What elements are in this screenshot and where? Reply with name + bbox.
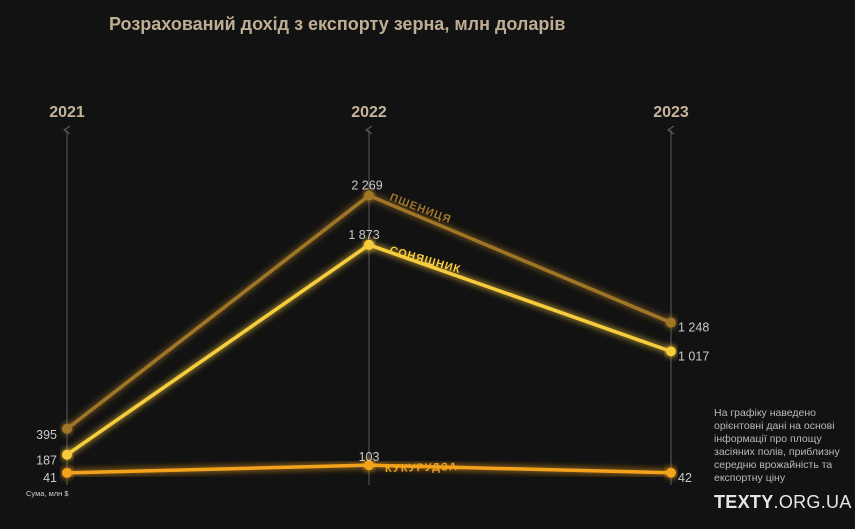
logo-rest: .ORG.UA xyxy=(773,492,852,512)
data-point-0-2 xyxy=(666,317,676,328)
value-label-1-2: 1 017 xyxy=(678,349,709,363)
year-axes: 2021 2022 2023 Сума, млн $ xyxy=(26,104,689,498)
axis-unit-label: Сума, млн $ xyxy=(26,489,69,498)
value-label-1-0: 187 xyxy=(36,454,57,468)
year-label-2023: 2023 xyxy=(653,104,689,121)
texty-logo[interactable]: TEXTY.ORG.UA xyxy=(714,492,852,513)
value-label-0-0: 395 xyxy=(36,428,57,442)
logo-bold: TEXTY xyxy=(714,492,774,512)
data-point-0-0 xyxy=(62,423,72,434)
data-point-1-2 xyxy=(666,346,676,357)
value-label-2-0: 41 xyxy=(43,471,57,485)
value-label-0-1: 2 269 xyxy=(351,179,382,193)
data-point-2-1 xyxy=(364,460,374,471)
year-label-2022: 2022 xyxy=(351,104,387,121)
data-point-2-2 xyxy=(666,467,676,478)
year-label-2021: 2021 xyxy=(49,104,85,121)
series-name-label-1: СОНЯШНИК xyxy=(388,244,462,276)
value-label-0-2: 1 248 xyxy=(678,321,709,335)
data-point-2-0 xyxy=(62,467,72,478)
value-label-2-2: 42 xyxy=(678,471,692,485)
series-layer xyxy=(62,190,676,478)
chart-title: Розрахований дохід з експорту зерна, млн… xyxy=(109,14,566,34)
data-point-1-0 xyxy=(62,449,72,460)
data-point-1-1 xyxy=(364,239,374,250)
methodology-note: На графіку наведено орієнтовні дані на о… xyxy=(714,407,840,484)
series-name-label-2: КУКУРУДЗА xyxy=(385,461,458,475)
data-point-0-1 xyxy=(364,190,374,201)
value-label-1-1: 1 873 xyxy=(348,228,379,242)
value-label-2-1: 103 xyxy=(359,450,380,464)
